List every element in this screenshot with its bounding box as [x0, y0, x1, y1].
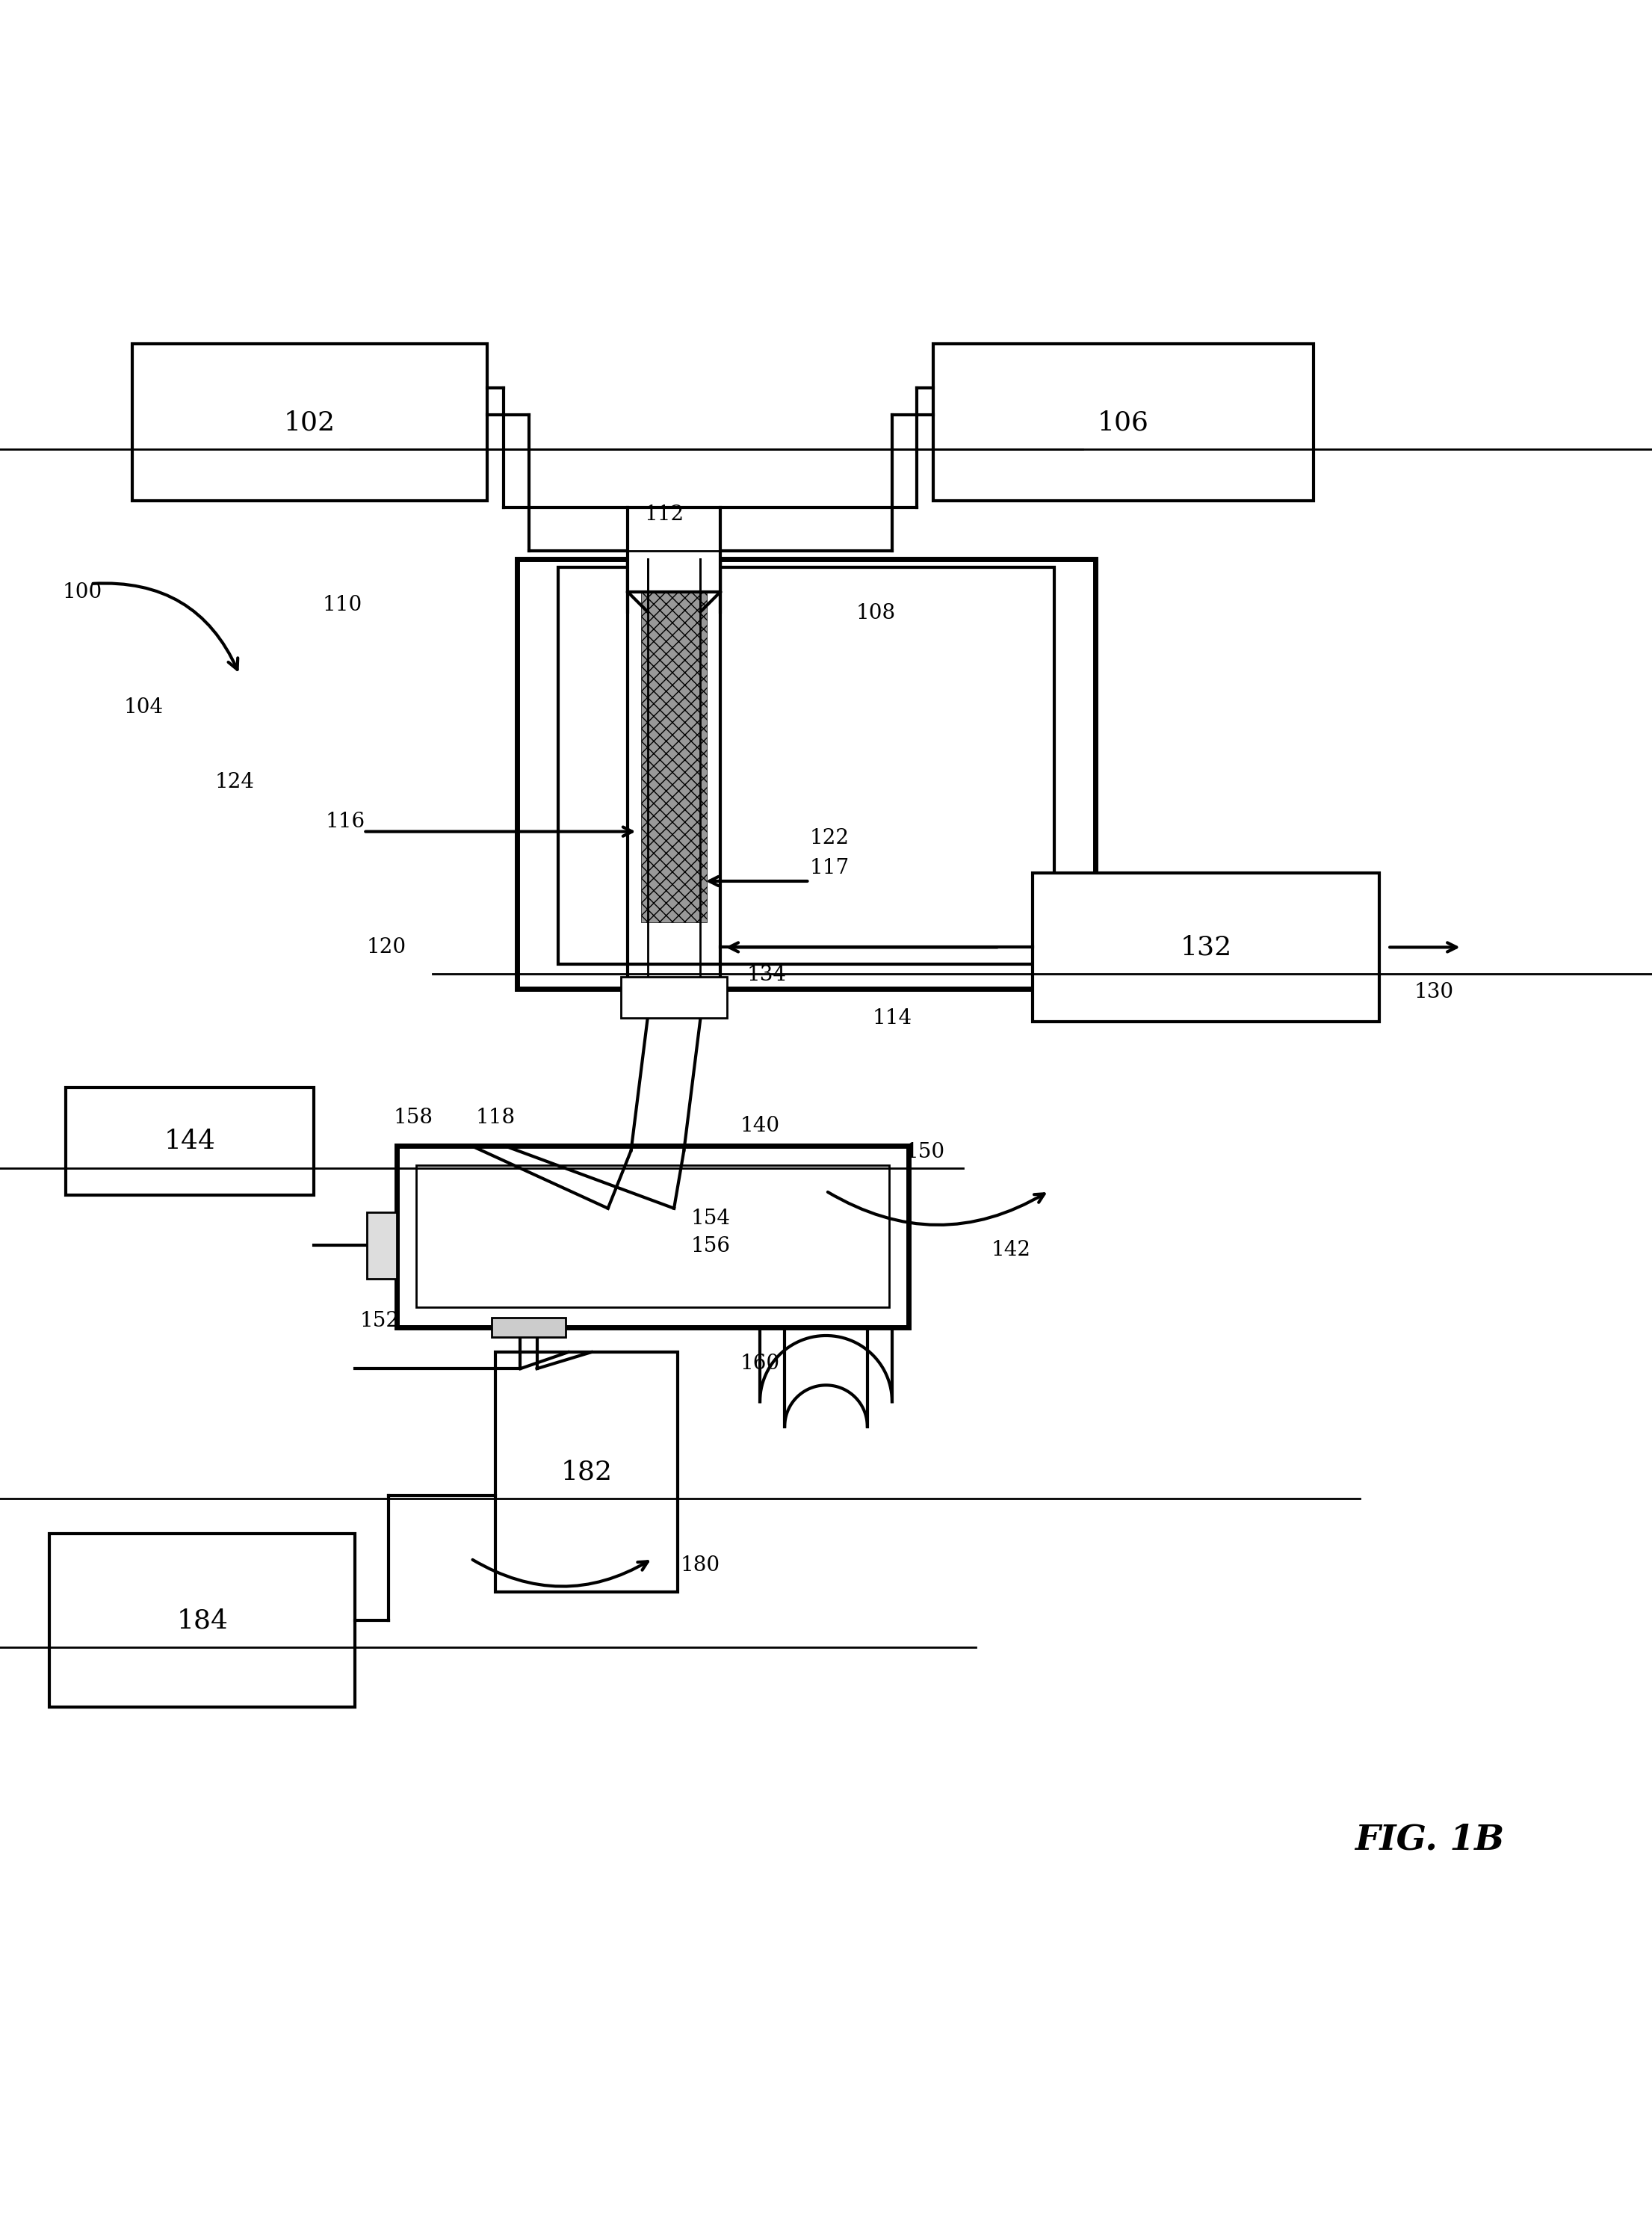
- Bar: [132, 345, 487, 501]
- Bar: [396, 1146, 909, 1328]
- Text: 116: 116: [325, 812, 365, 832]
- Text: 152: 152: [360, 1311, 400, 1331]
- Text: 122: 122: [809, 828, 849, 848]
- Bar: [367, 1213, 396, 1279]
- Text: 158: 158: [393, 1108, 433, 1128]
- Bar: [416, 1166, 889, 1308]
- Bar: [517, 558, 1095, 988]
- Text: 106: 106: [1097, 409, 1150, 436]
- Bar: [1032, 872, 1379, 1021]
- Text: 156: 156: [691, 1237, 730, 1257]
- Text: 114: 114: [872, 1008, 912, 1028]
- Text: 134: 134: [747, 966, 786, 986]
- Text: 142: 142: [991, 1239, 1031, 1259]
- Text: 184: 184: [177, 1609, 228, 1633]
- Text: 130: 130: [1414, 981, 1454, 1001]
- Text: 182: 182: [560, 1460, 613, 1484]
- Text: 150: 150: [905, 1141, 945, 1161]
- Bar: [558, 567, 1054, 963]
- Text: 120: 120: [367, 937, 406, 957]
- Text: 112: 112: [644, 505, 684, 525]
- Text: FIG. 1B: FIG. 1B: [1355, 1822, 1505, 1858]
- Text: 154: 154: [691, 1208, 730, 1228]
- Text: 160: 160: [740, 1353, 780, 1373]
- Bar: [621, 977, 727, 1019]
- Text: 132: 132: [1180, 934, 1232, 959]
- Bar: [496, 1353, 677, 1591]
- Bar: [933, 345, 1313, 501]
- Text: 104: 104: [124, 699, 164, 719]
- Text: 118: 118: [476, 1108, 515, 1128]
- Text: 100: 100: [63, 583, 102, 603]
- Text: 108: 108: [856, 603, 895, 623]
- Bar: [50, 1533, 355, 1707]
- Text: 110: 110: [322, 594, 362, 616]
- Text: 140: 140: [740, 1115, 780, 1135]
- Text: 144: 144: [164, 1128, 216, 1155]
- Bar: [628, 507, 720, 592]
- Bar: [66, 1088, 314, 1195]
- Text: 102: 102: [284, 409, 335, 436]
- Text: 124: 124: [215, 772, 254, 792]
- Text: 117: 117: [809, 859, 849, 879]
- Bar: [492, 1317, 565, 1337]
- Bar: [641, 592, 707, 923]
- Text: 180: 180: [681, 1555, 720, 1575]
